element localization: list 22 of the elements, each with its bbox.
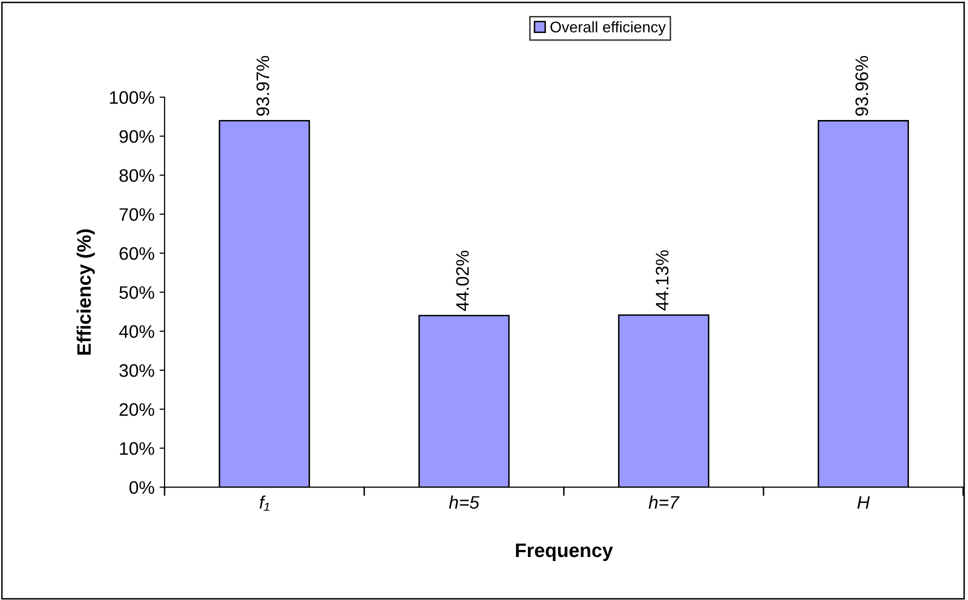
legend-label: Overall efficiency (550, 21, 666, 36)
x-tick-label: h=7 (648, 496, 680, 509)
x-tick-label: H (857, 496, 870, 509)
y-tick-label: 100% (110, 91, 154, 104)
y-axis-title: Efficiency (%) (76, 229, 95, 355)
x-axis-title: Frequency (516, 544, 613, 562)
y-tick-label: 20% (120, 403, 154, 416)
y-tick-label: 40% (119, 325, 154, 338)
y-tick-label: 10% (120, 442, 154, 455)
y-tick-label: 60% (120, 247, 154, 260)
data-label: 93.97% (256, 56, 270, 116)
y-tick-label: 50% (119, 286, 154, 299)
x-tick-label: f₁ (260, 496, 270, 511)
y-tick-label: 0% (129, 481, 154, 494)
data-label: 44.13% (656, 250, 669, 311)
x-tick-label: h=5 (449, 496, 480, 509)
y-tick-label: 90% (120, 130, 154, 143)
y-tick-label: 80% (119, 169, 154, 182)
y-tick-label: 70% (120, 208, 154, 221)
y-tick-label: 30% (119, 364, 154, 377)
data-label: 44.02% (456, 250, 469, 311)
data-label: 93.96% (855, 56, 868, 116)
